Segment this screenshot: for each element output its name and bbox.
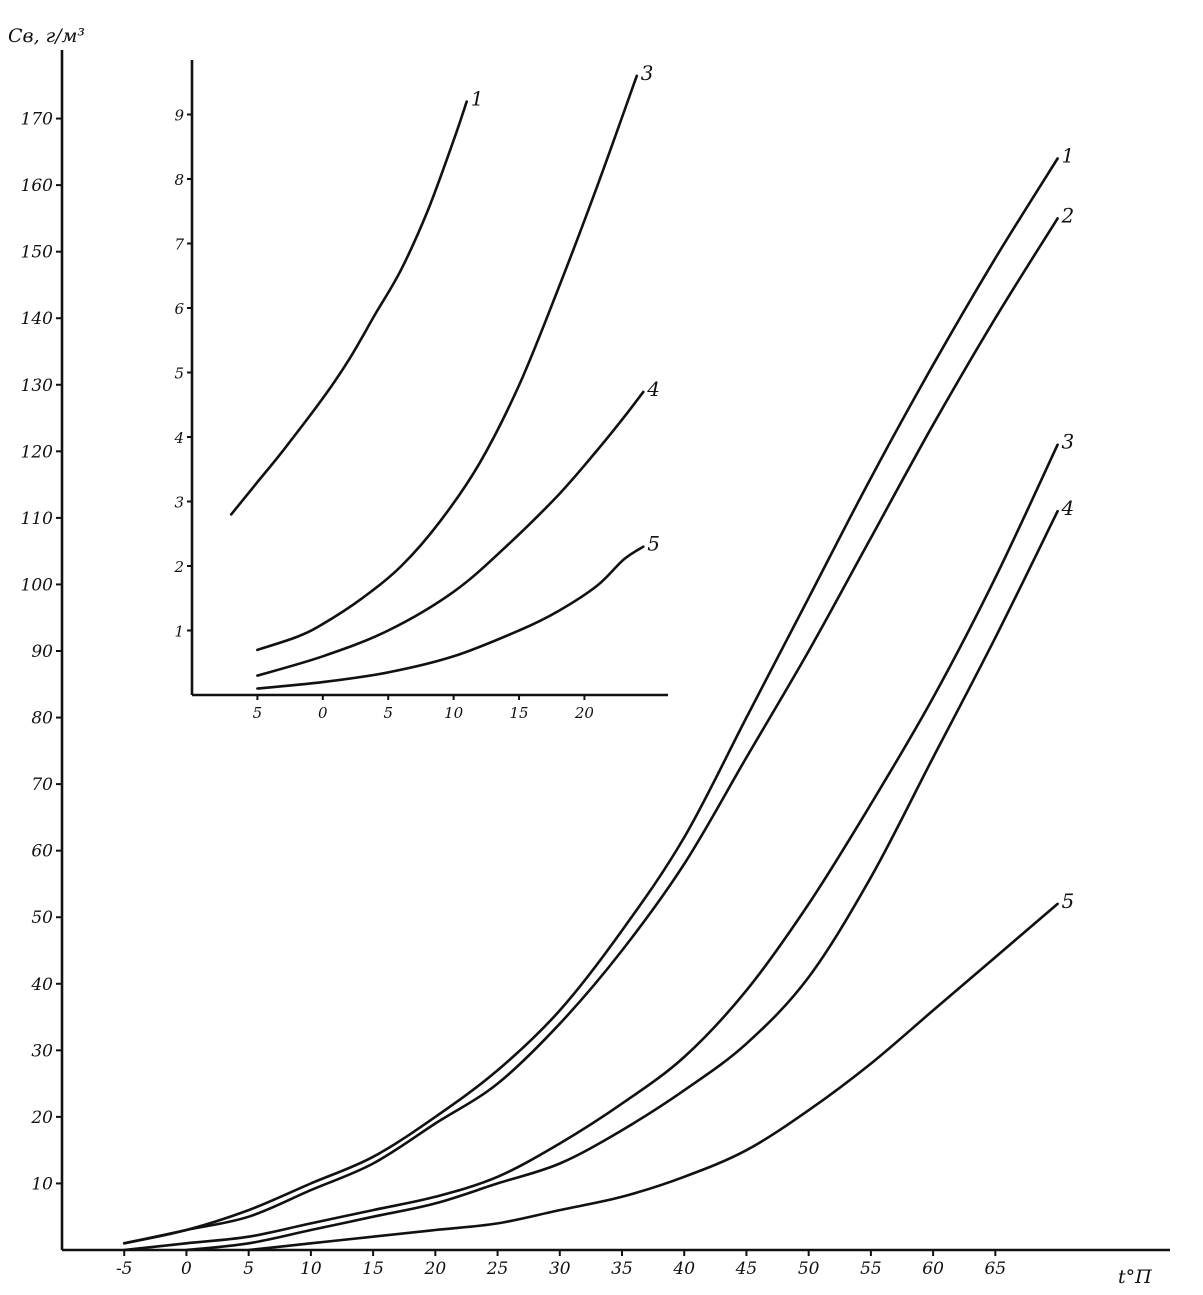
main-x-tick-label: 20 (424, 1259, 447, 1279)
inset-curve-label-5: 5 (647, 532, 660, 556)
inset-y-tick-label: 1 (174, 623, 184, 641)
inset-curve-1 (229, 100, 468, 516)
main-y-tick-label: 160 (21, 176, 54, 196)
main-y-tick-label: 150 (21, 243, 54, 263)
main-y-tick-label: 130 (21, 376, 54, 396)
inset-curve-5 (256, 545, 645, 690)
main-curve-label-5: 5 (1062, 889, 1075, 913)
main-y-tick-label: 40 (30, 975, 53, 995)
main-curve-label-1: 1 (1062, 143, 1075, 167)
main-curve-4 (185, 509, 1059, 1252)
main-y-tick-label: 120 (21, 442, 54, 462)
inset-curve-3 (256, 74, 639, 652)
main-curves: 1 2 3 4 5 (122, 143, 1075, 1252)
inset-curve-label-1: 1 (471, 87, 484, 111)
main-x-tick-label: 15 (362, 1259, 384, 1279)
main-y-tick-label: 170 (21, 110, 54, 130)
inset-y-tick-label: 5 (174, 365, 184, 383)
main-x-tick-label: 5 (243, 1259, 254, 1279)
inset-curve-4 (256, 390, 645, 677)
main-chart: Cв, г/м³ t°П 102030405060708090100110120… (8, 25, 1170, 1288)
main-y-tick-label: 110 (21, 509, 54, 529)
inset-chart: 1 2 3 4 5 6 7 8 9 5 0 5 10 15 20 1 3 4 5 (173, 60, 668, 722)
main-y-tick-label: 50 (31, 908, 53, 928)
main-x-tick-label: 10 (300, 1259, 322, 1279)
main-x-tick-label: 25 (486, 1259, 509, 1279)
main-y-tick-label: 80 (31, 709, 53, 729)
main-curve-1 (122, 157, 1059, 1245)
main-y-tick-label: 140 (21, 309, 54, 329)
main-y-tick-label: 100 (21, 575, 54, 595)
main-y-tick-label: 60 (31, 842, 53, 862)
main-y-tick-label: 20 (30, 1108, 53, 1128)
inset-y-tick-label: 9 (174, 107, 184, 125)
inset-y-tick-label: 4 (173, 429, 184, 447)
main-y-tick-label: 70 (31, 775, 53, 795)
inset-curves: 1 3 4 5 (229, 61, 660, 690)
inset-x-tick-label: 5 (383, 704, 393, 722)
main-x-tick-label: 50 (798, 1259, 820, 1279)
inset-ticks: 1 2 3 4 5 6 7 8 9 5 0 5 10 15 20 (173, 107, 594, 723)
inset-y-tick-label: 2 (173, 558, 184, 576)
main-y-tick-label: 30 (31, 1041, 53, 1061)
inset-y-tick-label: 8 (174, 171, 184, 189)
main-curve-label-3: 3 (1062, 430, 1075, 454)
inset-curve-label-4: 4 (646, 377, 660, 401)
inset-x-tick-label: 20 (574, 704, 595, 722)
main-x-tick-label: 40 (672, 1259, 695, 1279)
main-x-tick-label: 30 (549, 1259, 571, 1279)
main-x-axis-title: t°П (1118, 1266, 1152, 1288)
main-x-tick-label: 45 (735, 1259, 758, 1279)
main-x-tick-label: -5 (116, 1259, 133, 1279)
main-curve-5 (247, 902, 1059, 1252)
main-x-tick-label: 55 (860, 1259, 882, 1279)
main-x-tick-label: 65 (985, 1259, 1007, 1279)
main-y-axis-title: Cв, г/м³ (8, 25, 85, 47)
main-x-tick-label: 0 (181, 1259, 192, 1279)
main-y-tick-label: 10 (31, 1174, 53, 1194)
inset-y-tick-label: 7 (174, 236, 184, 254)
main-ticks: 1020304050607080901001101201301401501601… (21, 110, 1007, 1279)
main-x-tick-label: 60 (922, 1259, 944, 1279)
main-curve-3 (122, 443, 1059, 1252)
main-y-tick-label: 90 (31, 642, 53, 662)
main-curve-label-4: 4 (1061, 496, 1075, 520)
main-curve-2 (122, 217, 1059, 1245)
inset-x-tick-label: 0 (318, 704, 328, 722)
main-curve-label-2: 2 (1061, 203, 1075, 227)
inset-y-tick-label: 3 (174, 494, 184, 512)
inset-curve-label-3: 3 (641, 61, 654, 85)
inset-x-tick-label: 5 (253, 704, 263, 722)
main-x-tick-label: 35 (611, 1259, 633, 1279)
inset-x-tick-label: 10 (444, 704, 464, 722)
inset-y-tick-label: 6 (174, 300, 184, 318)
inset-x-tick-label: 15 (509, 704, 528, 722)
